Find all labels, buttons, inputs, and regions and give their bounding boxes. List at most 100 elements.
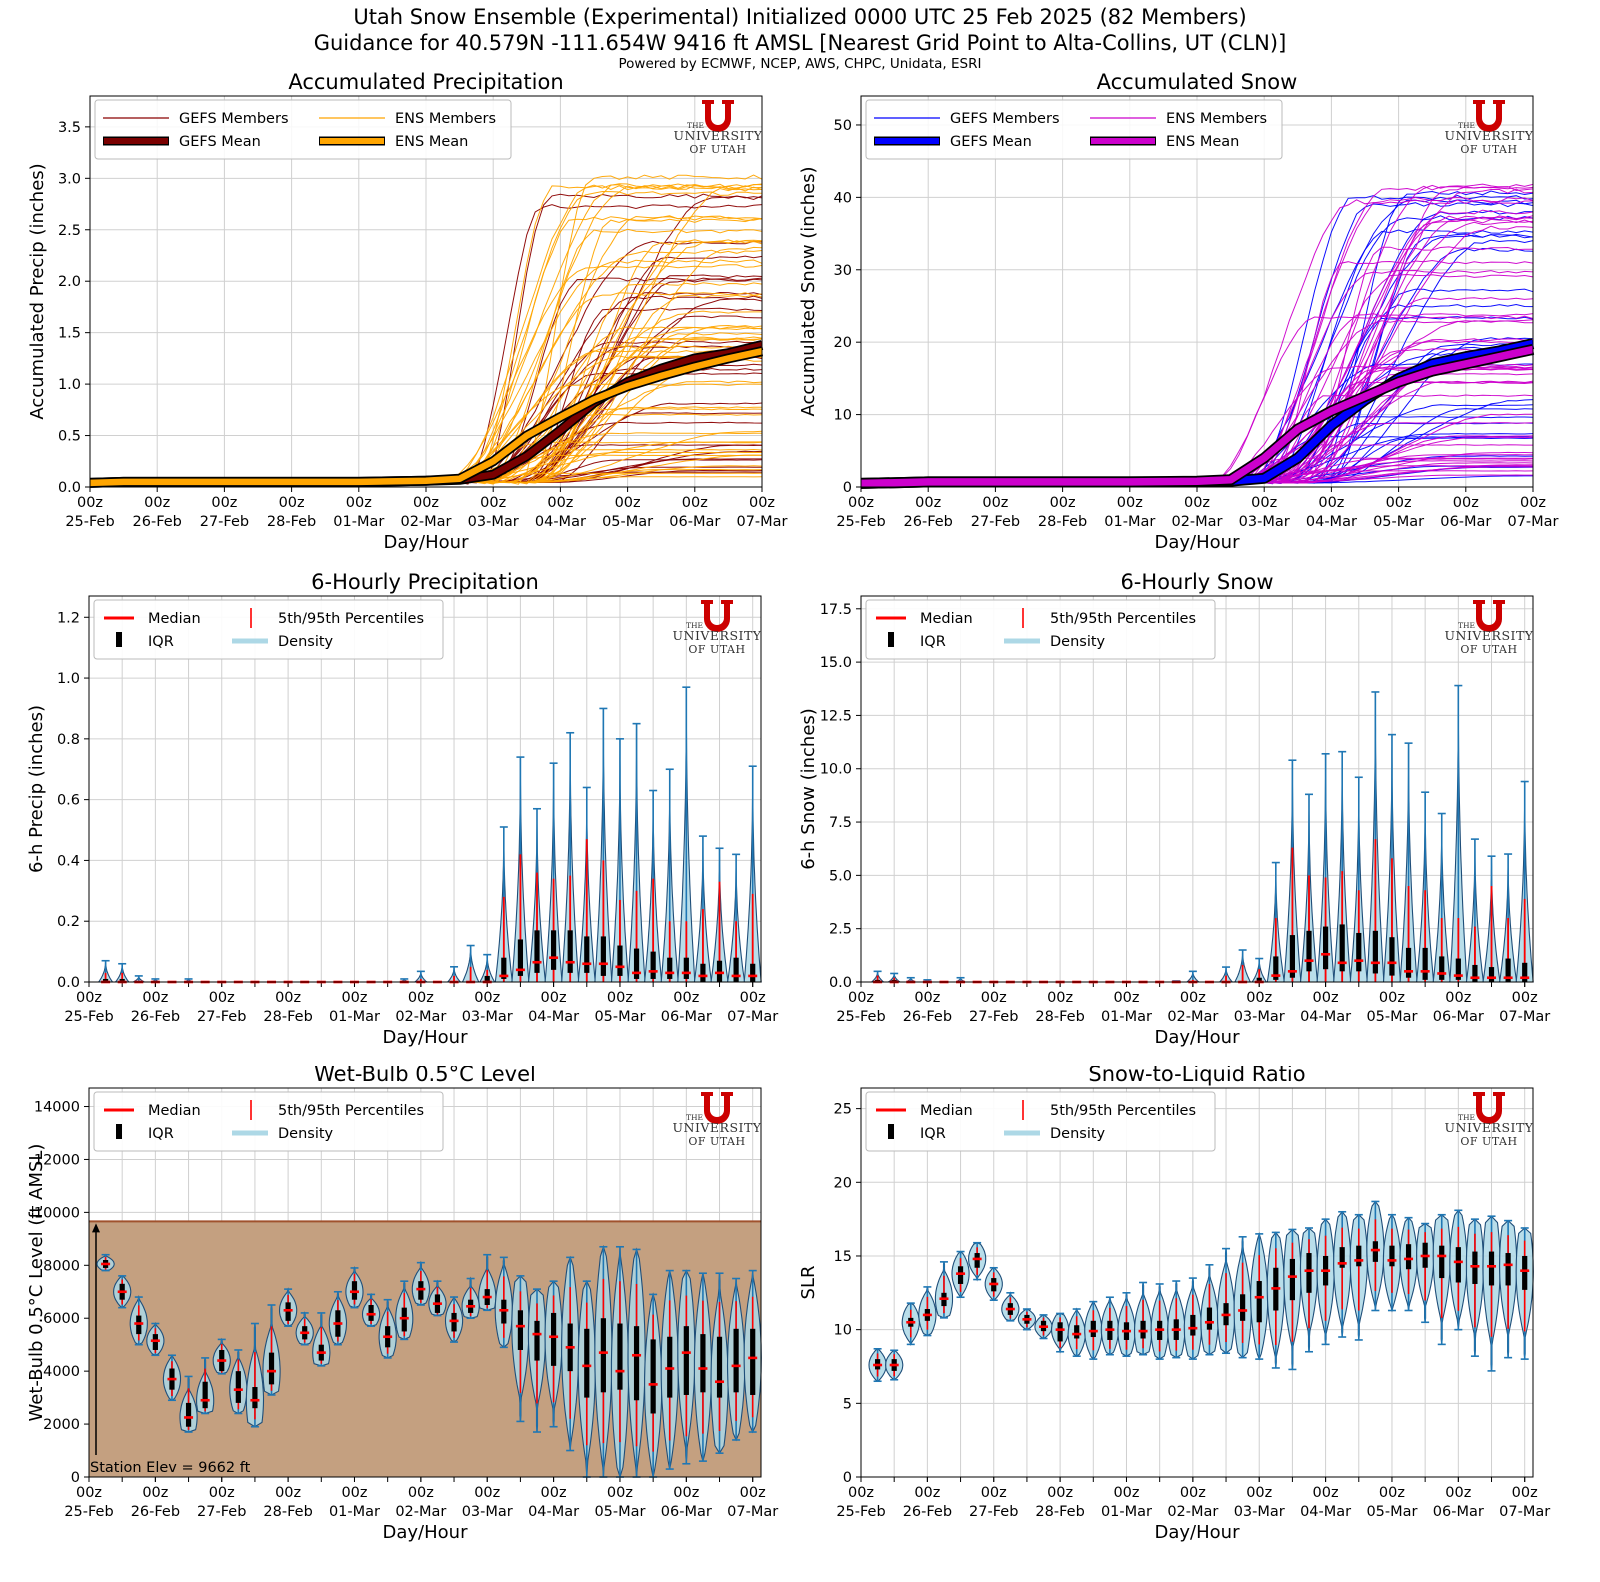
x-tick-hour-label: 00z xyxy=(211,495,237,511)
y-axis-label: Accumulated Snow (inches) xyxy=(798,167,819,417)
violin xyxy=(934,1261,954,1319)
figure-credits: Powered by ECMWF, NCEP, AWS, CHPC, Unida… xyxy=(618,56,982,72)
violin-iqr xyxy=(1306,930,1312,972)
y-tick-label: 20 xyxy=(834,335,852,351)
logo-text-the: THE xyxy=(686,1113,703,1122)
legend-label: Median xyxy=(920,1103,973,1119)
violin xyxy=(1283,1228,1302,1371)
violin xyxy=(1498,1219,1518,1359)
legend-ens-members: ENS Members xyxy=(1090,111,1267,127)
legend-swatch xyxy=(888,1124,894,1139)
figure-title-line2: Guidance for 40.579N -111.654W 9416 ft A… xyxy=(313,31,1287,55)
x-tick-day-label: 06-Mar xyxy=(669,514,720,530)
legend-median: Median xyxy=(876,611,973,627)
x-tick-day-label: 26-Feb xyxy=(903,1009,952,1025)
violin xyxy=(610,738,630,983)
legend-label: ENS Members xyxy=(1166,111,1267,127)
violin xyxy=(412,970,429,984)
violin xyxy=(693,835,713,983)
legend-label: GEFS Members xyxy=(950,111,1060,127)
x-tick-hour-label: 00z xyxy=(740,990,766,1006)
violin xyxy=(1034,1314,1053,1340)
y-axis-label: SLR xyxy=(798,1266,819,1300)
legend-label: 5th/95th Percentiles xyxy=(278,611,424,627)
x-tick-hour-label: 00z xyxy=(76,990,102,1006)
violin xyxy=(1382,733,1402,983)
x-tick-hour-label: 00z xyxy=(547,495,573,511)
violin xyxy=(1415,791,1435,983)
y-tick-label: 7.5 xyxy=(829,815,852,831)
violin xyxy=(627,722,646,983)
x-tick-hour-label: 00z xyxy=(275,990,301,1006)
violin xyxy=(594,707,613,983)
violin xyxy=(461,944,480,984)
x-tick-day-label: 27-Feb xyxy=(969,1504,1018,1520)
violin-iqr xyxy=(683,1326,689,1395)
violin-iqr xyxy=(517,1310,524,1350)
y-tick-label: 14000 xyxy=(34,1100,80,1116)
violin xyxy=(1432,812,1451,983)
x-tick-hour-label: 00z xyxy=(1379,990,1405,1006)
violin-iqr xyxy=(733,1328,739,1393)
legend-median: Median xyxy=(104,1103,201,1119)
x-tick-day-label: 26-Feb xyxy=(131,1009,180,1025)
violin-iqr xyxy=(119,978,125,982)
logo-text-the: THE xyxy=(687,121,704,130)
violin-iqr xyxy=(1389,937,1395,976)
x-tick-hour-label: 00z xyxy=(615,495,641,511)
x-tick-day-label: 06-Mar xyxy=(661,1009,712,1025)
violin-iqr xyxy=(136,1315,142,1335)
x-tick-hour-label: 00z xyxy=(480,495,506,511)
violin-iqr xyxy=(1522,1255,1528,1290)
legend-density: Density xyxy=(1004,634,1106,650)
x-tick-day-label: 01-Mar xyxy=(1101,1009,1152,1025)
violin-iqr xyxy=(667,957,673,979)
legend-label: Density xyxy=(278,634,334,650)
x-tick-day-label: 28-Feb xyxy=(263,1504,312,1520)
utah-u-mark xyxy=(1473,1092,1505,1124)
violin xyxy=(295,1311,314,1346)
violin xyxy=(885,1349,904,1381)
violin xyxy=(245,1322,265,1428)
panel-snow-to-liquid-ratio: 0 5 10 15 20 25 00z 25-Feb 00z 26-Feb 00z 27-Feb 00z… xyxy=(790,1066,1600,1582)
panel-wetbulb-level: 0 2000 4000 6000 8000 10000 12000 14000 00z 25-Fe… xyxy=(0,1066,800,1582)
y-tick-label: 3.5 xyxy=(58,120,81,136)
y-axis-label: 6-h Precip (inches) xyxy=(26,705,47,873)
violin-iqr xyxy=(351,1281,358,1300)
logo-text-of-utah: OF UTAH xyxy=(688,643,745,656)
violin-iqr xyxy=(1090,1320,1096,1338)
panel-title: 6-Hourly Snow xyxy=(1120,570,1273,594)
violin xyxy=(1299,1227,1319,1353)
y-tick-label: 10 xyxy=(834,1323,852,1339)
violin xyxy=(96,1253,115,1272)
legend-box xyxy=(865,99,1283,160)
x-tick-day-label: 28-Feb xyxy=(267,514,316,530)
violin xyxy=(494,826,513,983)
violin-iqr xyxy=(957,1266,964,1284)
x-tick-hour-label: 00z xyxy=(607,990,633,1006)
y-tick-label: 40 xyxy=(834,190,852,206)
y-tick-label: 2000 xyxy=(43,1417,80,1433)
x-tick-hour-label: 00z xyxy=(413,495,439,511)
violin xyxy=(1150,1283,1169,1360)
violin xyxy=(1449,1209,1468,1331)
y-axis-label: Accumulated Precip (inches) xyxy=(27,163,48,419)
legend-box xyxy=(865,1091,1216,1152)
x-tick-hour-label: 00z xyxy=(474,1485,500,1501)
y-tick-label: 20 xyxy=(834,1175,852,1191)
violin xyxy=(951,1250,970,1299)
x-tick-day-label: 04-Mar xyxy=(1300,1504,1351,1520)
figure-title-line1: Utah Snow Ensemble (Experimental) Initia… xyxy=(353,5,1247,29)
legend-label: Median xyxy=(148,611,201,627)
violin-iqr xyxy=(252,1387,258,1409)
x-tick-hour-label: 00z xyxy=(740,1485,766,1501)
legend-box xyxy=(94,99,512,160)
legend: GEFS Members ENS Members GEFS Mean ENS Mean xyxy=(865,99,1283,160)
violin-iqr xyxy=(418,1281,424,1300)
x-tick-hour-label: 00z xyxy=(1117,495,1143,511)
violin-iqr xyxy=(1256,977,1262,982)
violin-iqr xyxy=(733,957,739,982)
panel-title: 6-Hourly Precipitation xyxy=(311,570,539,594)
y-axis-label: 6-h Snow (inches) xyxy=(798,708,819,870)
violin xyxy=(378,1298,397,1359)
